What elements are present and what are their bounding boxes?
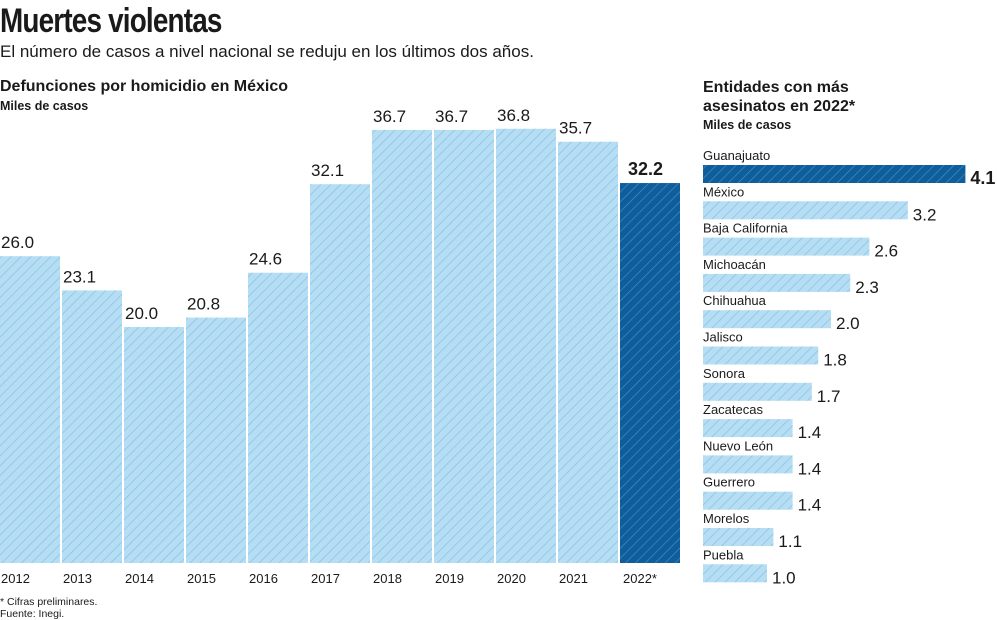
- bar-2014: [124, 327, 184, 563]
- x-tick-label: 2013: [63, 571, 92, 586]
- x-tick-label: 2014: [125, 571, 154, 586]
- data-label: 1.4: [798, 423, 822, 442]
- bar-zacatecas: [703, 419, 793, 438]
- data-label: 35.7: [559, 119, 592, 138]
- data-label: 32.2: [628, 159, 663, 179]
- data-label: 2.3: [855, 278, 879, 297]
- data-label: 3.2: [913, 205, 937, 224]
- page-title: Muertes violentas: [0, 2, 222, 40]
- data-label: 20.0: [125, 304, 158, 323]
- x-tick-label: 2017: [311, 571, 340, 586]
- bar-morelos: [703, 528, 774, 546]
- data-label: 36.7: [435, 107, 468, 126]
- category-label: México: [703, 184, 744, 199]
- bar-baja-california: [703, 237, 870, 256]
- data-label: 2.0: [836, 314, 860, 333]
- x-tick-label: 2015: [187, 571, 216, 586]
- bar-guerrero: [703, 491, 793, 510]
- footnote-text: * Cifras preliminares.: [0, 596, 98, 608]
- category-label: Nuevo León: [703, 438, 773, 453]
- category-label: Sonora: [703, 366, 746, 381]
- data-label: 1.8: [823, 351, 847, 370]
- data-label: 32.1: [311, 161, 344, 180]
- x-tick-label: 2018: [373, 571, 402, 586]
- category-label: Guanajuato: [703, 148, 770, 163]
- x-tick-label: 2020: [497, 571, 526, 586]
- bar-2022: [620, 183, 680, 564]
- x-tick-label: 2019: [435, 571, 464, 586]
- category-label: Jalisco: [703, 330, 743, 345]
- subtitle: El número de casos a nivel nacional se r…: [0, 42, 534, 61]
- left-chart-title: Defunciones por homicidio en México: [0, 78, 289, 95]
- data-label: 23.1: [63, 267, 96, 286]
- x-tick-label: 2022*: [623, 571, 657, 586]
- bar-méxico: [703, 201, 908, 220]
- bar-2016: [248, 272, 308, 563]
- bar-2013: [62, 290, 122, 563]
- bar-2020: [496, 128, 556, 563]
- bar-michoacán: [703, 273, 851, 292]
- category-label: Michoacán: [703, 257, 766, 272]
- source-text: Fuente: Inegi.: [0, 608, 65, 620]
- x-tick-label: 2021: [559, 571, 588, 586]
- data-label: 1.7: [817, 387, 841, 406]
- x-tick-label: 2012: [1, 571, 30, 586]
- bar-puebla: [703, 564, 767, 583]
- category-label: Guerrero: [703, 475, 755, 490]
- bar-2021: [558, 141, 618, 564]
- data-label: 4.1: [970, 168, 995, 188]
- left-chart-units: Miles de casos: [0, 99, 89, 113]
- data-label: 1.4: [798, 459, 822, 478]
- data-label: 1.4: [798, 496, 822, 515]
- bar-nuevo-león: [703, 455, 793, 474]
- bar-2015: [186, 317, 246, 563]
- category-label: Chihuahua: [703, 293, 767, 308]
- bar-sonora: [703, 382, 812, 401]
- data-label: 24.6: [249, 250, 282, 269]
- right-chart-units: Miles de casos: [703, 118, 792, 132]
- bar-2012: [0, 256, 60, 563]
- bar-chihuahua: [703, 310, 831, 329]
- right-chart-title: Entidades con más asesinatos en 2022*: [703, 79, 856, 115]
- footnote: * Cifras preliminares. Fuente: Inegi.: [0, 596, 97, 620]
- bar-2018: [372, 129, 432, 563]
- category-label: Morelos: [703, 511, 750, 526]
- category-label: Puebla: [703, 547, 744, 562]
- data-label: 20.8: [187, 295, 220, 314]
- x-tick-label: 2016: [249, 571, 278, 586]
- data-label: 1.1: [778, 532, 802, 551]
- category-label: Baja California: [703, 221, 788, 236]
- data-label: 26.0: [1, 233, 34, 252]
- bar-2017: [310, 184, 370, 563]
- data-label: 36.7: [373, 107, 406, 126]
- data-label: 2.6: [874, 242, 898, 261]
- bar-guanajuato: [703, 165, 966, 183]
- data-label: 1.0: [772, 568, 796, 587]
- bar-2019: [434, 129, 494, 563]
- bar-jalisco: [703, 346, 819, 365]
- data-label: 36.8: [497, 106, 530, 125]
- category-label: Zacatecas: [703, 402, 763, 417]
